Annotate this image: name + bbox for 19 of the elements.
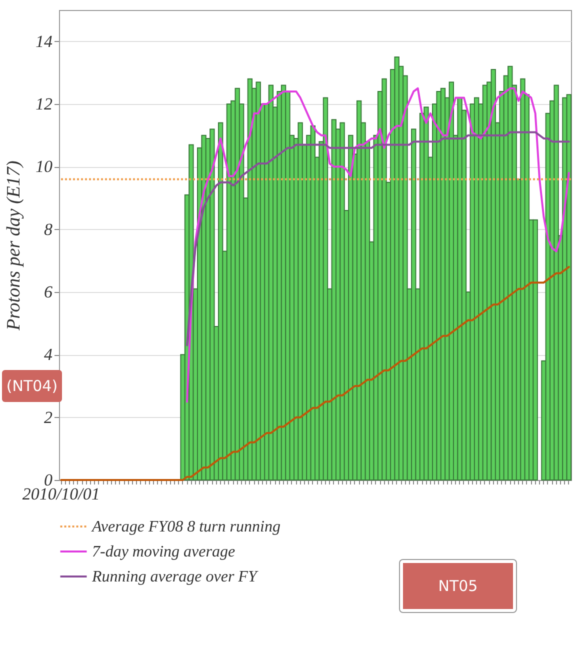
legend-label: Average FY08 8 turn running (91, 518, 280, 536)
y-tick-label: 12 (36, 94, 53, 114)
line-series (186, 87, 570, 403)
y-tick-label: 6 (44, 282, 53, 302)
text: (NT04) (2, 370, 62, 402)
y-tick-label: 8 (44, 220, 53, 239)
y-tick-label: 14 (36, 32, 53, 51)
bar (210, 128, 215, 480)
legend-label: Running average over FY (91, 568, 259, 586)
bar (566, 94, 572, 480)
y-tick-label: 2 (44, 408, 53, 427)
bar (554, 84, 559, 480)
y-tick-label: 4 (44, 345, 53, 364)
y-axis-title: Protons per day (E17) (4, 160, 24, 332)
text: NT05 (400, 560, 516, 612)
bar (532, 219, 538, 480)
y-tick-label: 10 (36, 157, 53, 176)
legend-label: 7-day moving average (92, 544, 236, 560)
line-series (186, 131, 570, 346)
